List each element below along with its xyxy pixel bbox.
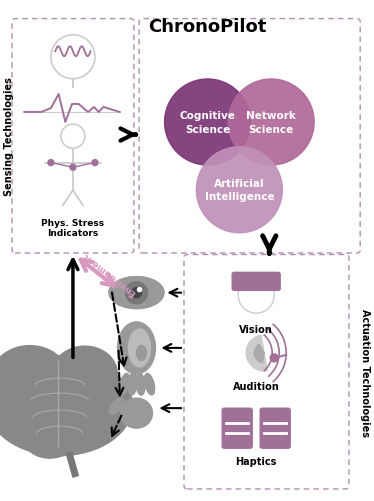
Text: Artificial
Intelligence: Artificial Intelligence xyxy=(205,179,274,202)
Ellipse shape xyxy=(129,329,150,367)
Ellipse shape xyxy=(165,80,251,166)
Circle shape xyxy=(92,160,98,166)
Text: Network
Science: Network Science xyxy=(246,111,296,134)
Text: Haptics: Haptics xyxy=(236,456,277,466)
Ellipse shape xyxy=(25,423,75,458)
FancyBboxPatch shape xyxy=(232,273,280,291)
Ellipse shape xyxy=(119,374,130,395)
Ellipse shape xyxy=(228,80,314,166)
Circle shape xyxy=(132,288,141,298)
Ellipse shape xyxy=(137,346,147,361)
Ellipse shape xyxy=(196,147,282,233)
Circle shape xyxy=(48,160,54,166)
Text: Actuation Technologies: Actuation Technologies xyxy=(360,308,370,436)
Ellipse shape xyxy=(109,398,124,415)
Circle shape xyxy=(70,165,76,171)
Ellipse shape xyxy=(109,277,164,309)
Ellipse shape xyxy=(120,398,153,428)
Ellipse shape xyxy=(136,373,145,395)
Text: Vision: Vision xyxy=(239,325,273,335)
Wedge shape xyxy=(254,345,264,363)
Text: Environment: Environment xyxy=(81,249,138,297)
Text: ChronoPilot: ChronoPilot xyxy=(148,18,267,36)
Ellipse shape xyxy=(52,346,117,401)
Circle shape xyxy=(126,282,147,304)
Text: Phys. Stress
Indicators: Phys. Stress Indicators xyxy=(42,218,104,238)
Wedge shape xyxy=(246,336,267,371)
Text: Cognitive
Science: Cognitive Science xyxy=(180,111,236,134)
Ellipse shape xyxy=(144,374,154,395)
Circle shape xyxy=(270,354,278,362)
Ellipse shape xyxy=(117,322,156,374)
Ellipse shape xyxy=(0,356,132,456)
Ellipse shape xyxy=(128,373,137,395)
Circle shape xyxy=(138,288,141,292)
FancyBboxPatch shape xyxy=(260,408,290,448)
FancyBboxPatch shape xyxy=(222,408,252,448)
Ellipse shape xyxy=(0,346,67,406)
Text: Sensing Technologies: Sensing Technologies xyxy=(4,77,14,196)
Text: Audition: Audition xyxy=(233,381,279,391)
